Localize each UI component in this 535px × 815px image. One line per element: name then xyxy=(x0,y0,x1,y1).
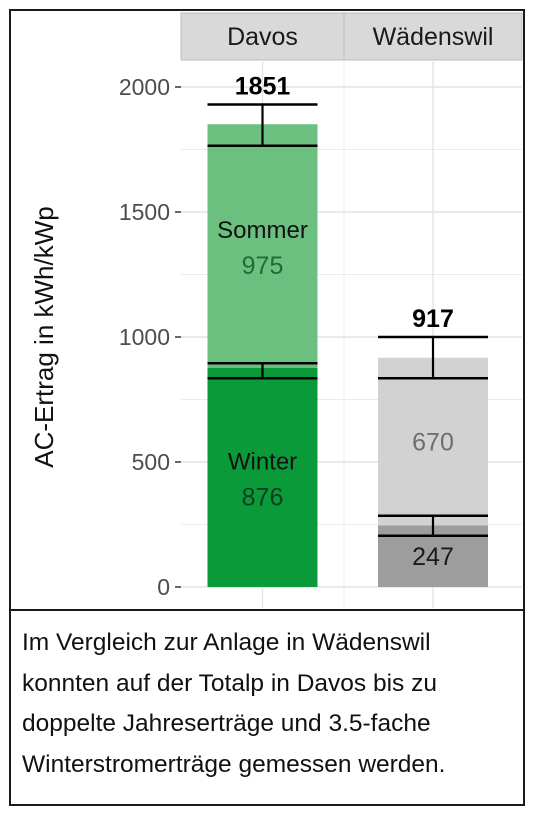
segment-value-label: 247 xyxy=(412,543,454,571)
bar-segment-1-1 xyxy=(207,368,318,587)
bar-segment-1-2 xyxy=(207,124,318,368)
y-tick-label: 500 xyxy=(132,449,170,475)
y-tick-label: 1000 xyxy=(119,324,170,350)
y-tick-label: 2000 xyxy=(119,74,170,100)
chart: Davos Wädenswil Winter 876 Sommer 975 1851 247… xyxy=(29,12,523,608)
panel-title-1: Davos xyxy=(227,23,298,51)
caption-box: Im Vergleich zur Anlage in Wädenswil kon… xyxy=(9,609,525,806)
segment-value-label: 876 xyxy=(242,484,284,512)
segment-value-label: 670 xyxy=(412,429,454,457)
bar-segment-2-2 xyxy=(378,357,488,526)
segment-value-label: 975 xyxy=(242,252,284,280)
panel-strip-1 xyxy=(180,12,345,61)
total-label: 917 xyxy=(412,305,454,333)
y-tick-label: 0 xyxy=(157,574,170,600)
segment-name-label: Sommer xyxy=(217,217,308,244)
total-label: 1851 xyxy=(235,73,291,101)
y-tick-label: 1500 xyxy=(119,199,170,225)
panel-strip-2 xyxy=(343,12,523,61)
segment-name-label: Winter xyxy=(228,449,297,476)
y-axis-title: AC-Ertrag in kWh/kWp xyxy=(29,206,59,468)
caption-text: Im Vergleich zur Anlage in Wädenswil kon… xyxy=(22,629,446,778)
panel-title-2: Wädenswil xyxy=(373,23,494,51)
